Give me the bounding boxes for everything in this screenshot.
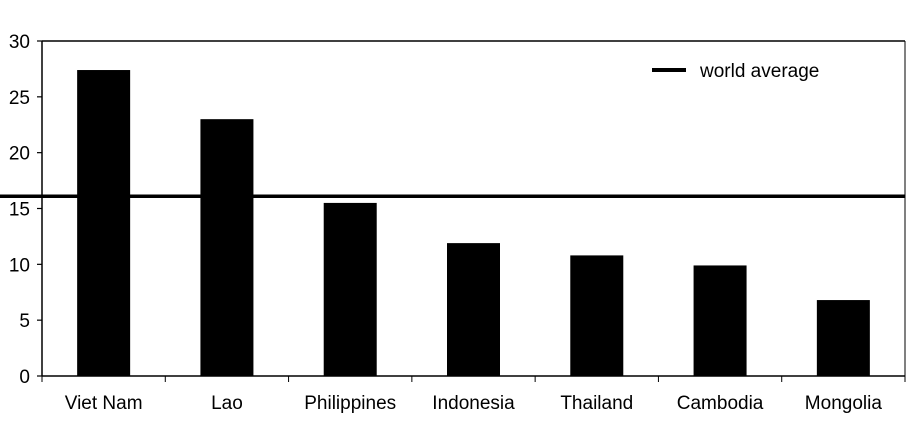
y-tick-label: 25 [9, 88, 30, 109]
legend-label: world average [699, 61, 819, 82]
x-tick-label: Viet Nam [65, 393, 143, 414]
bar-lao [200, 119, 254, 377]
x-tick-label: Cambodia [677, 393, 764, 414]
bars [77, 70, 870, 377]
y-tick-label: 30 [9, 32, 30, 53]
bar-mongolia [816, 300, 870, 376]
y-tick-label: 10 [9, 255, 30, 276]
x-tick-label: Thailand [560, 393, 633, 414]
bar-philippines [323, 202, 377, 376]
tick-labels: 0 5 10 15 20 25 30 Viet Nam Lao Philippines Indone… [9, 32, 882, 414]
bar-cambodia [693, 265, 747, 376]
bar-thailand [570, 255, 624, 376]
x-tick-label: Indonesia [432, 393, 515, 414]
y-tick-label: 20 [9, 144, 30, 165]
x-tick-label: Philippines [304, 393, 396, 414]
legend: world average [652, 61, 819, 82]
y-tick-label: 0 [19, 367, 30, 388]
x-tick-label: Mongolia [805, 393, 883, 414]
bar-viet-nam [77, 70, 131, 377]
bar-indonesia [447, 243, 500, 376]
y-tick-label: 5 [19, 311, 30, 332]
x-tick-label: Lao [211, 393, 243, 414]
y-tick-label: 15 [9, 200, 30, 221]
